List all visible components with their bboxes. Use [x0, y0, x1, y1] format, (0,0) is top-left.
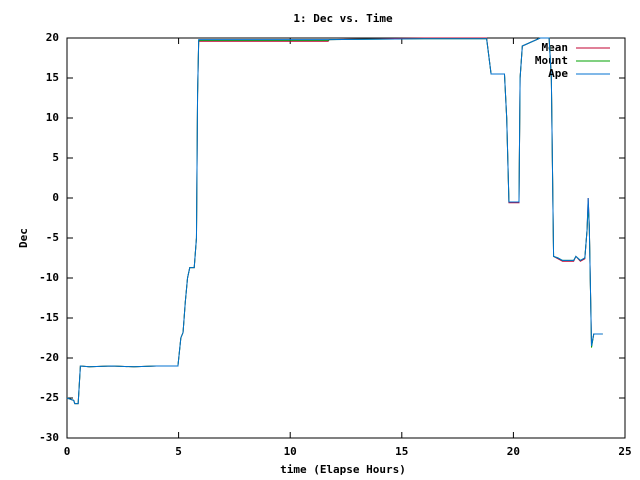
chart-title: 1: Dec vs. Time	[293, 12, 393, 25]
x-tick-label: 20	[507, 445, 520, 458]
plot-frame	[66, 37, 626, 439]
legend-label: Mount	[535, 54, 568, 67]
legend-label: Mean	[542, 41, 569, 54]
y-tick-label: 0	[52, 191, 59, 204]
y-tick-label: -5	[46, 231, 59, 244]
x-tick-label: 25	[618, 445, 631, 458]
series-line	[66, 37, 603, 405]
series-line	[66, 37, 603, 405]
y-axis-label: Dec	[17, 228, 30, 248]
y-tick-label: -25	[39, 391, 59, 404]
y-tick-label: 15	[46, 71, 59, 84]
series-line	[66, 37, 603, 405]
legend-label: Ape	[548, 67, 568, 80]
y-tick-label: 5	[52, 151, 59, 164]
y-tick-label: -15	[39, 311, 59, 324]
y-tick-label: -10	[39, 271, 59, 284]
y-tick-label: -20	[39, 351, 59, 364]
y-tick-label: 10	[46, 111, 59, 124]
y-tick-label: 20	[46, 31, 59, 44]
x-axis-label: time (Elapse Hours)	[280, 463, 406, 476]
x-tick-label: 10	[284, 445, 297, 458]
x-tick-label: 15	[395, 445, 408, 458]
y-tick-label: -30	[39, 431, 59, 444]
x-tick-label: 0	[64, 445, 71, 458]
x-tick-label: 5	[175, 445, 182, 458]
